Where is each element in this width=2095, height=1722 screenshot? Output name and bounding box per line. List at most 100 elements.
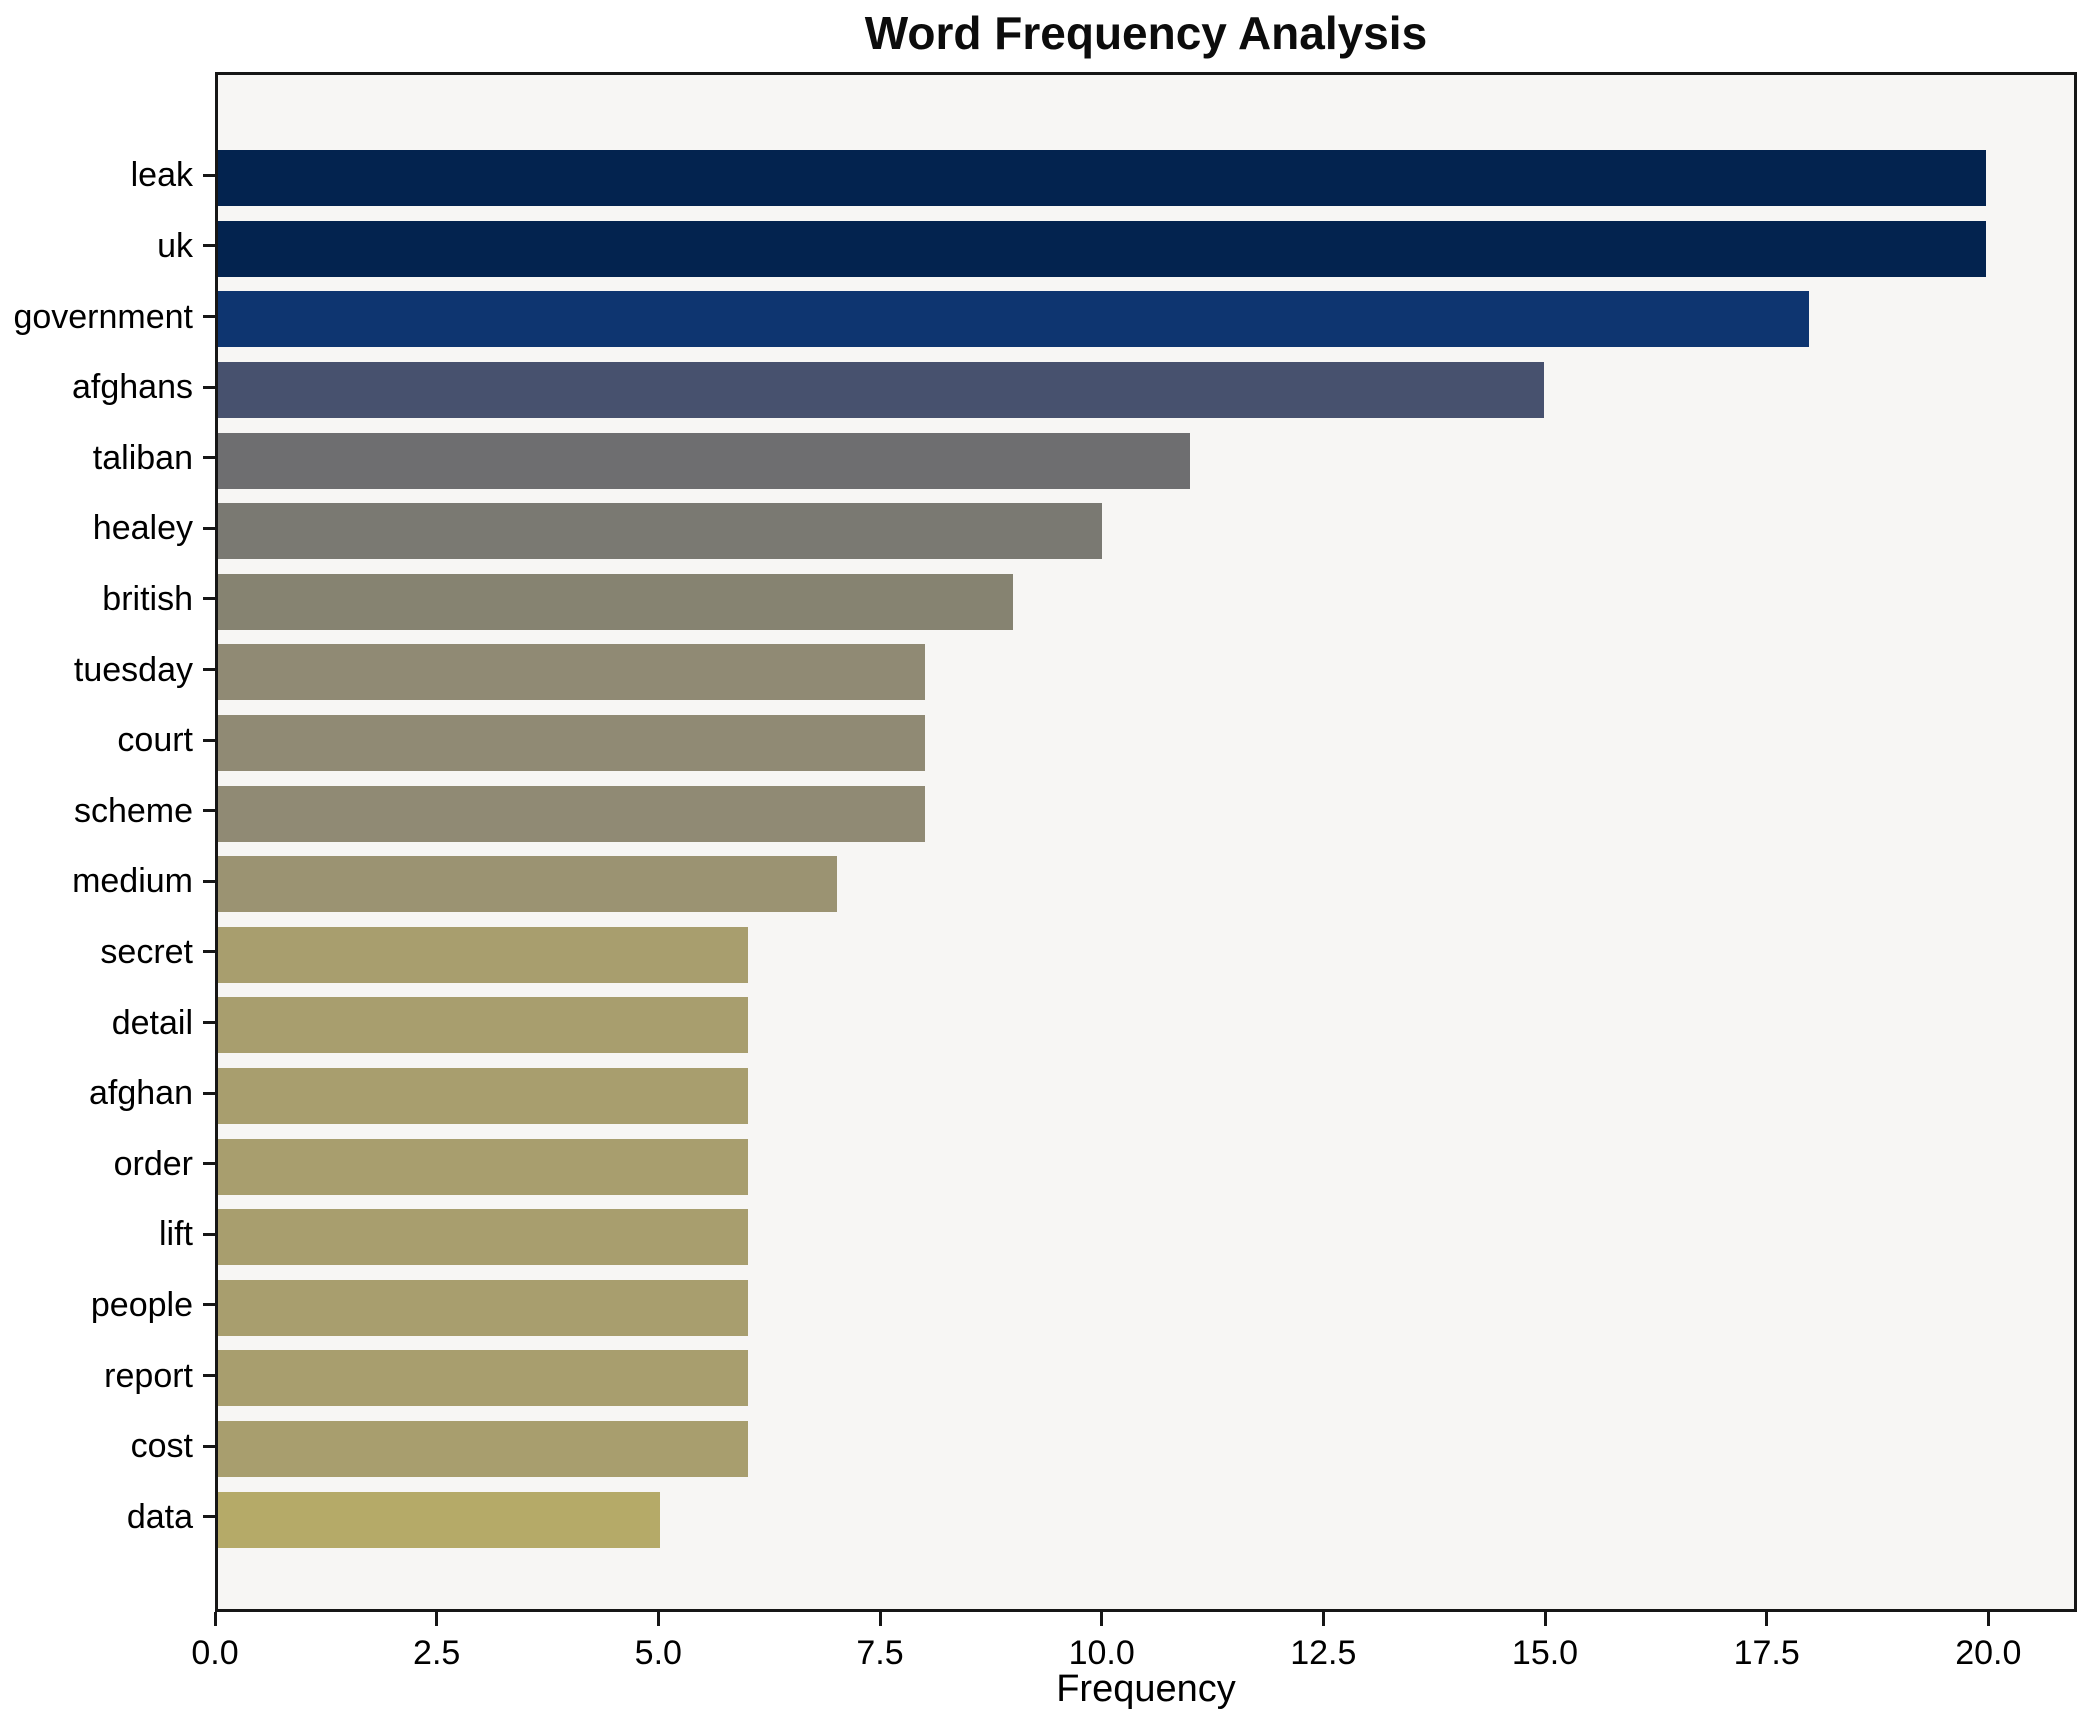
x-tick-label-20.0: 20.0 bbox=[1955, 1634, 2022, 1672]
bar-leak bbox=[218, 150, 1986, 207]
y-tick-label-government: government bbox=[13, 297, 193, 336]
x-tick-label-0.0: 0.0 bbox=[191, 1634, 239, 1672]
x-tick-label-10.0: 10.0 bbox=[1068, 1634, 1135, 1672]
bar-row bbox=[218, 778, 2074, 849]
bar-row bbox=[218, 214, 2074, 285]
y-tick-label-people: people bbox=[90, 1285, 193, 1324]
bar-uk bbox=[218, 220, 1986, 277]
bar-afghan bbox=[218, 1068, 749, 1125]
y-tick-label-taliban: taliban bbox=[92, 438, 193, 477]
y-tick-mark bbox=[203, 1021, 215, 1024]
bar-row bbox=[218, 1343, 2074, 1414]
y-tick-label-lift: lift bbox=[159, 1215, 193, 1254]
y-tick-mark bbox=[203, 738, 215, 742]
y-tick-label-uk: uk bbox=[157, 226, 193, 265]
y-tick-label-british: british bbox=[102, 579, 193, 618]
bar-row bbox=[218, 284, 2074, 355]
y-tick-mark bbox=[203, 1091, 215, 1095]
bar-secret bbox=[218, 926, 749, 983]
y-tick-mark bbox=[203, 668, 215, 671]
y-tick-mark bbox=[203, 1232, 215, 1236]
y-tick-mark bbox=[203, 1303, 215, 1307]
bar-row bbox=[218, 708, 2074, 779]
bar-people bbox=[218, 1279, 749, 1336]
x-tick-label-5.0: 5.0 bbox=[634, 1634, 682, 1672]
bar-row bbox=[218, 355, 2074, 426]
bar-row bbox=[218, 1414, 2074, 1485]
bar-row bbox=[218, 1202, 2074, 1273]
bar-taliban bbox=[218, 432, 1191, 489]
y-tick-mark bbox=[203, 456, 215, 460]
y-tick-mark bbox=[203, 879, 215, 883]
y-tick-mark bbox=[203, 597, 215, 601]
y-tick-mark bbox=[203, 809, 215, 813]
y-tick-label-report: report bbox=[104, 1356, 193, 1395]
y-tick-mark bbox=[203, 385, 215, 389]
y-tick-mark bbox=[203, 526, 215, 530]
y-tick-label-medium: medium bbox=[72, 862, 193, 901]
y-tick-mark bbox=[203, 173, 215, 177]
plot-area bbox=[215, 72, 2077, 1612]
bar-government bbox=[218, 291, 1809, 348]
bar-row bbox=[218, 567, 2074, 638]
x-tick-mark bbox=[1100, 1612, 1104, 1626]
y-tick-mark bbox=[203, 1374, 215, 1377]
bar-report bbox=[218, 1350, 749, 1407]
y-tick-label-afghan: afghan bbox=[89, 1074, 193, 1113]
x-tick-label-2.5: 2.5 bbox=[413, 1634, 461, 1672]
y-tick-label-data: data bbox=[126, 1497, 193, 1536]
bar-row bbox=[218, 496, 2074, 567]
bar-row bbox=[218, 990, 2074, 1061]
chart-title: Word Frequency Analysis bbox=[864, 7, 1428, 59]
y-tick-label-scheme: scheme bbox=[73, 791, 193, 830]
y-tick-mark bbox=[203, 244, 215, 248]
y-tick-mark bbox=[203, 315, 215, 318]
bar-row bbox=[218, 1273, 2074, 1344]
bar-row bbox=[218, 1484, 2074, 1555]
bar-row bbox=[218, 425, 2074, 496]
bar-british bbox=[218, 573, 1014, 630]
bar-row bbox=[218, 1061, 2074, 1132]
x-tick-mark bbox=[878, 1612, 882, 1626]
bar-lift bbox=[218, 1209, 749, 1266]
y-tick-label-cost: cost bbox=[130, 1427, 193, 1466]
y-tick-label-leak: leak bbox=[130, 156, 193, 195]
x-tick-label-7.5: 7.5 bbox=[856, 1634, 904, 1672]
y-tick-label-healey: healey bbox=[92, 509, 193, 548]
bar-medium bbox=[218, 856, 837, 913]
bar-cost bbox=[218, 1421, 749, 1478]
y-tick-label-court: court bbox=[117, 721, 193, 760]
y-tick-mark bbox=[203, 1515, 215, 1519]
bar-row bbox=[218, 920, 2074, 991]
x-tick-label-17.5: 17.5 bbox=[1733, 1634, 1800, 1672]
y-tick-mark bbox=[203, 1444, 215, 1448]
bar-data bbox=[218, 1491, 660, 1548]
x-tick-mark bbox=[1543, 1612, 1547, 1626]
x-tick-mark bbox=[1986, 1612, 1990, 1626]
x-tick-label-12.5: 12.5 bbox=[1290, 1634, 1357, 1672]
bar-row bbox=[218, 143, 2074, 214]
x-tick-mark bbox=[656, 1612, 660, 1626]
y-tick-label-tuesday: tuesday bbox=[73, 650, 193, 689]
x-tick-mark bbox=[1765, 1612, 1769, 1626]
bar-afghans bbox=[218, 362, 1544, 419]
x-tick-mark bbox=[213, 1612, 217, 1626]
bar-row bbox=[218, 1131, 2074, 1202]
x-axis-label: Frequency bbox=[1056, 1668, 1236, 1710]
bar-row bbox=[218, 849, 2074, 920]
bar-scheme bbox=[218, 785, 926, 842]
bar-row bbox=[218, 637, 2074, 708]
bar-healey bbox=[218, 503, 1102, 560]
y-tick-label-secret: secret bbox=[100, 932, 193, 971]
x-tick-mark bbox=[435, 1612, 439, 1626]
y-tick-label-detail: detail bbox=[111, 1003, 193, 1042]
bar-court bbox=[218, 715, 926, 772]
y-tick-mark bbox=[203, 1162, 215, 1166]
y-tick-label-order: order bbox=[113, 1144, 193, 1183]
bar-tuesday bbox=[218, 644, 926, 701]
y-tick-mark bbox=[203, 950, 215, 954]
bar-detail bbox=[218, 997, 749, 1054]
y-tick-label-afghans: afghans bbox=[72, 368, 193, 407]
x-tick-mark bbox=[1321, 1612, 1325, 1626]
